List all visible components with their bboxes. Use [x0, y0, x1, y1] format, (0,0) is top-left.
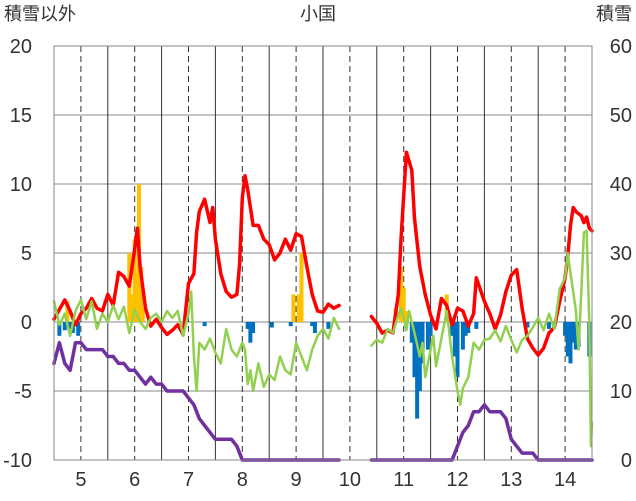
x-tick-label: 9 — [291, 469, 302, 491]
bar-negative — [428, 322, 433, 336]
bar-positive — [132, 239, 137, 322]
bar-negative — [563, 322, 568, 336]
bar-negative — [68, 322, 73, 329]
bar-negative — [269, 322, 274, 328]
bar-positive — [401, 287, 406, 322]
bar-negative — [568, 322, 573, 364]
bar-negative — [409, 322, 414, 343]
bar-negative — [415, 322, 420, 419]
bar-negative — [251, 322, 256, 334]
bar-negative — [463, 322, 468, 336]
left-tick-label: -5 — [14, 381, 32, 403]
bar-negative — [326, 322, 331, 329]
right-axis-label: 積雪 — [596, 4, 632, 24]
right-tick-label: 30 — [610, 243, 632, 265]
bar-negative — [57, 322, 62, 336]
x-tick-label: 14 — [554, 469, 576, 491]
gridlines — [54, 45, 592, 461]
plot-frame — [53, 45, 593, 461]
left-tick-label: 20 — [10, 36, 32, 58]
bar-positive — [404, 310, 409, 322]
series-line-temperature-anomaly — [52, 290, 341, 393]
series-line-temperature — [369, 150, 594, 357]
bar-positive — [139, 266, 144, 322]
bar-negative — [248, 322, 253, 343]
right-tick-label: 20 — [610, 312, 632, 334]
bar-negative — [288, 322, 293, 327]
x-tick-label: 10 — [339, 469, 361, 491]
bar-negative — [573, 322, 578, 350]
x-tick-label: 5 — [75, 469, 86, 491]
x-tick-label: 8 — [237, 469, 248, 491]
bar-negative — [525, 322, 530, 328]
bar-positive — [291, 294, 296, 322]
left-tick-label: -10 — [3, 450, 32, 472]
bar-negative — [425, 322, 430, 350]
left-axis-label: 積雪以外 — [4, 4, 76, 24]
x-tick-label: 13 — [500, 469, 522, 491]
line-series — [52, 150, 594, 462]
bar-negative — [312, 322, 317, 334]
x-tick-label: 11 — [393, 469, 414, 491]
left-tick-label: 15 — [10, 105, 32, 127]
bar-positive — [65, 301, 70, 322]
series-line-temperature-anomaly — [370, 229, 594, 448]
x-tick-label: 6 — [129, 469, 140, 491]
series-line-snow-depth — [369, 403, 594, 462]
bar-negative — [310, 322, 315, 327]
bar-positive — [296, 294, 301, 322]
bar-negative — [62, 322, 67, 331]
left-tick-label: 10 — [10, 174, 32, 196]
bar-negative — [76, 322, 81, 336]
left-tick-label: 0 — [21, 312, 32, 334]
bar-negative — [460, 322, 465, 350]
right-tick-label: 10 — [610, 381, 632, 403]
right-tick-label: 60 — [610, 36, 632, 58]
bar-negative — [412, 322, 417, 378]
bar-positive — [140, 308, 145, 322]
series-line-snow-depth — [52, 340, 341, 462]
bar-negative — [571, 322, 576, 343]
bar-negative — [245, 322, 250, 329]
bar-negative — [455, 322, 460, 378]
bar-negative — [474, 322, 479, 329]
bar-negative — [565, 322, 570, 357]
bar-negative — [450, 322, 455, 336]
bar-negative — [546, 322, 551, 329]
left-tick-label: 5 — [21, 243, 32, 265]
x-tick-label: 12 — [446, 469, 468, 491]
bar-positive — [130, 294, 135, 322]
bar-positive — [299, 253, 304, 322]
right-tick-label: 50 — [610, 105, 632, 127]
right-tick-label: 40 — [610, 174, 632, 196]
bar-negative — [452, 322, 457, 357]
chart-title: 小国 — [300, 4, 336, 24]
bar-negative — [202, 322, 207, 327]
right-tick-label: 0 — [621, 450, 632, 472]
series-line-temperature — [52, 173, 341, 337]
bar-positive — [399, 266, 404, 322]
x-tick-label: 7 — [183, 469, 194, 491]
